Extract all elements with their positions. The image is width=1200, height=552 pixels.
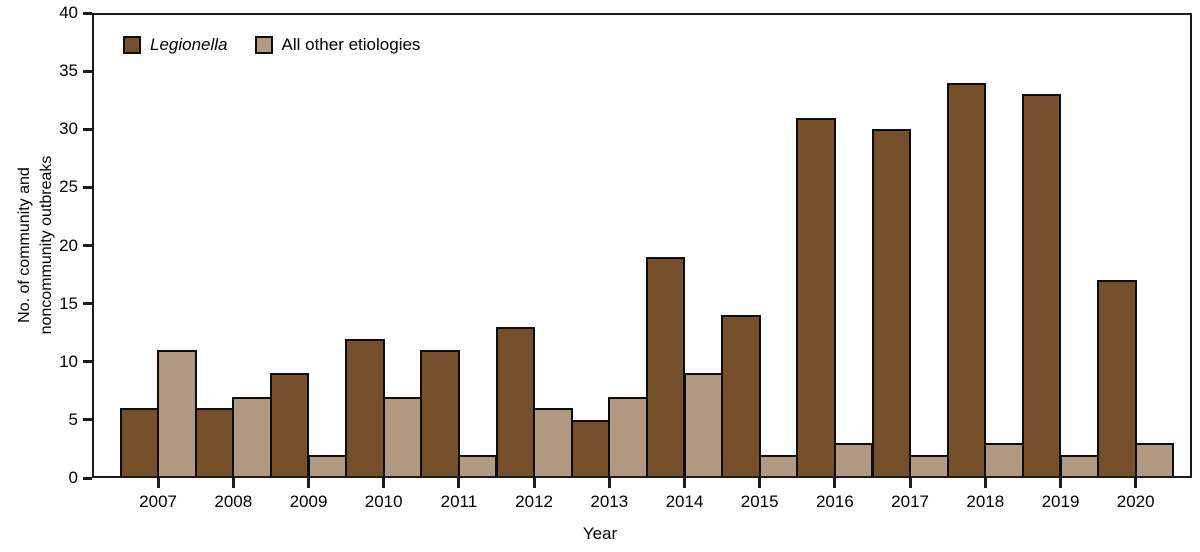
x-tick-label-2018: 2018	[966, 492, 1005, 511]
bar-legionella-2015	[721, 315, 761, 478]
legend-label-legionella: Legionella	[150, 35, 228, 54]
y-tick-label-30: 30	[59, 119, 78, 139]
x-tick-2017	[908, 478, 912, 488]
x-tick-label-2019: 2019	[1041, 492, 1080, 511]
x-tick-label-2014: 2014	[665, 492, 704, 511]
bar-legionella-2011	[420, 350, 460, 478]
bar-other-2012	[533, 408, 573, 478]
plot-area: Legionella All other etiologies	[92, 13, 1192, 478]
bar-other-2019	[1059, 454, 1100, 478]
bar-legionella-2018	[946, 82, 987, 478]
bar-legionella-2019	[1021, 94, 1062, 478]
x-tick-label-2008: 2008	[214, 492, 253, 511]
bar-other-2013	[608, 396, 648, 478]
bar-legionella-2014	[645, 257, 686, 478]
bar-legionella-2008	[194, 408, 235, 478]
y-tick-35	[83, 69, 92, 73]
x-tick-2015	[758, 478, 762, 488]
y-tick-5	[83, 418, 92, 422]
legend-label-other-etiologies: All other etiologies	[281, 35, 421, 54]
bar-other-2011	[457, 454, 498, 478]
x-tick-2018	[983, 478, 987, 488]
x-tick-2012	[532, 478, 536, 488]
x-tick-label-2015: 2015	[740, 492, 779, 511]
y-tick-10	[83, 360, 92, 364]
bar-other-2010	[382, 396, 423, 478]
x-tick-label-2020: 2020	[1116, 492, 1155, 511]
y-tick-label-20: 20	[59, 235, 78, 255]
bar-legionella-2013	[570, 419, 611, 478]
legend-item-other-etiologies: All other etiologies	[254, 35, 421, 55]
bar-other-2014	[683, 373, 724, 478]
bar-other-2015	[758, 454, 799, 478]
y-tick-label-5: 5	[68, 409, 78, 429]
x-tick-label-2016: 2016	[815, 492, 854, 511]
x-tick-label-2012: 2012	[515, 492, 553, 511]
y-tick-20	[83, 244, 92, 247]
y-tick-label-40: 40	[59, 3, 78, 22]
y-tick-label-35: 35	[59, 61, 78, 81]
x-tick-label-2011: 2011	[440, 492, 478, 511]
x-tick-2019	[1059, 478, 1062, 488]
x-tick-label-2007: 2007	[139, 492, 177, 511]
x-tick-2011	[457, 478, 461, 488]
bar-legionella-2020	[1097, 280, 1137, 478]
bar-legionella-2017	[871, 129, 912, 478]
x-tick-label-2009: 2009	[289, 492, 328, 511]
x-tick-label-2017: 2017	[891, 492, 929, 511]
x-axis-title: Year	[582, 524, 618, 543]
x-tick-2010	[382, 478, 386, 488]
bar-other-2018	[984, 443, 1024, 478]
bar-other-2009	[307, 454, 348, 478]
bar-other-2008	[232, 396, 272, 478]
legend: Legionella All other etiologies	[123, 35, 420, 55]
x-tick-2014	[683, 478, 686, 488]
x-tick-label-2013: 2013	[590, 492, 629, 511]
y-tick-15	[83, 302, 92, 306]
y-tick-label-10: 10	[59, 351, 78, 371]
x-tick-2020	[1134, 478, 1138, 488]
x-tick-2007	[156, 478, 160, 488]
bar-legionella-2010	[345, 338, 385, 478]
x-tick-2016	[833, 478, 837, 488]
legionella-swatch	[123, 36, 141, 54]
x-tick-label-2010: 2010	[364, 492, 403, 511]
y-tick-25	[83, 185, 92, 189]
x-tick-2009	[307, 478, 310, 488]
bar-legionella-2012	[495, 326, 536, 478]
bar-other-2020	[1134, 443, 1175, 478]
other-etiologies-swatch	[254, 36, 273, 54]
bar-legionella-2007	[119, 408, 160, 478]
x-tick-2008	[231, 478, 235, 488]
bar-legionella-2016	[796, 117, 836, 478]
bar-legionella-2009	[269, 373, 310, 478]
y-tick-label-25: 25	[59, 177, 78, 197]
y-tick-0	[83, 476, 92, 480]
y-tick-label-0: 0	[68, 468, 78, 487]
bar-other-2016	[833, 443, 874, 478]
y-tick-30	[83, 127, 92, 131]
bar-other-2007	[157, 350, 197, 478]
x-tick-2013	[607, 478, 611, 488]
legend-item-legionella: Legionella	[123, 35, 228, 55]
bar-other-2017	[909, 454, 949, 478]
y-tick-label-15: 15	[59, 293, 78, 313]
y-tick-40	[83, 11, 92, 15]
